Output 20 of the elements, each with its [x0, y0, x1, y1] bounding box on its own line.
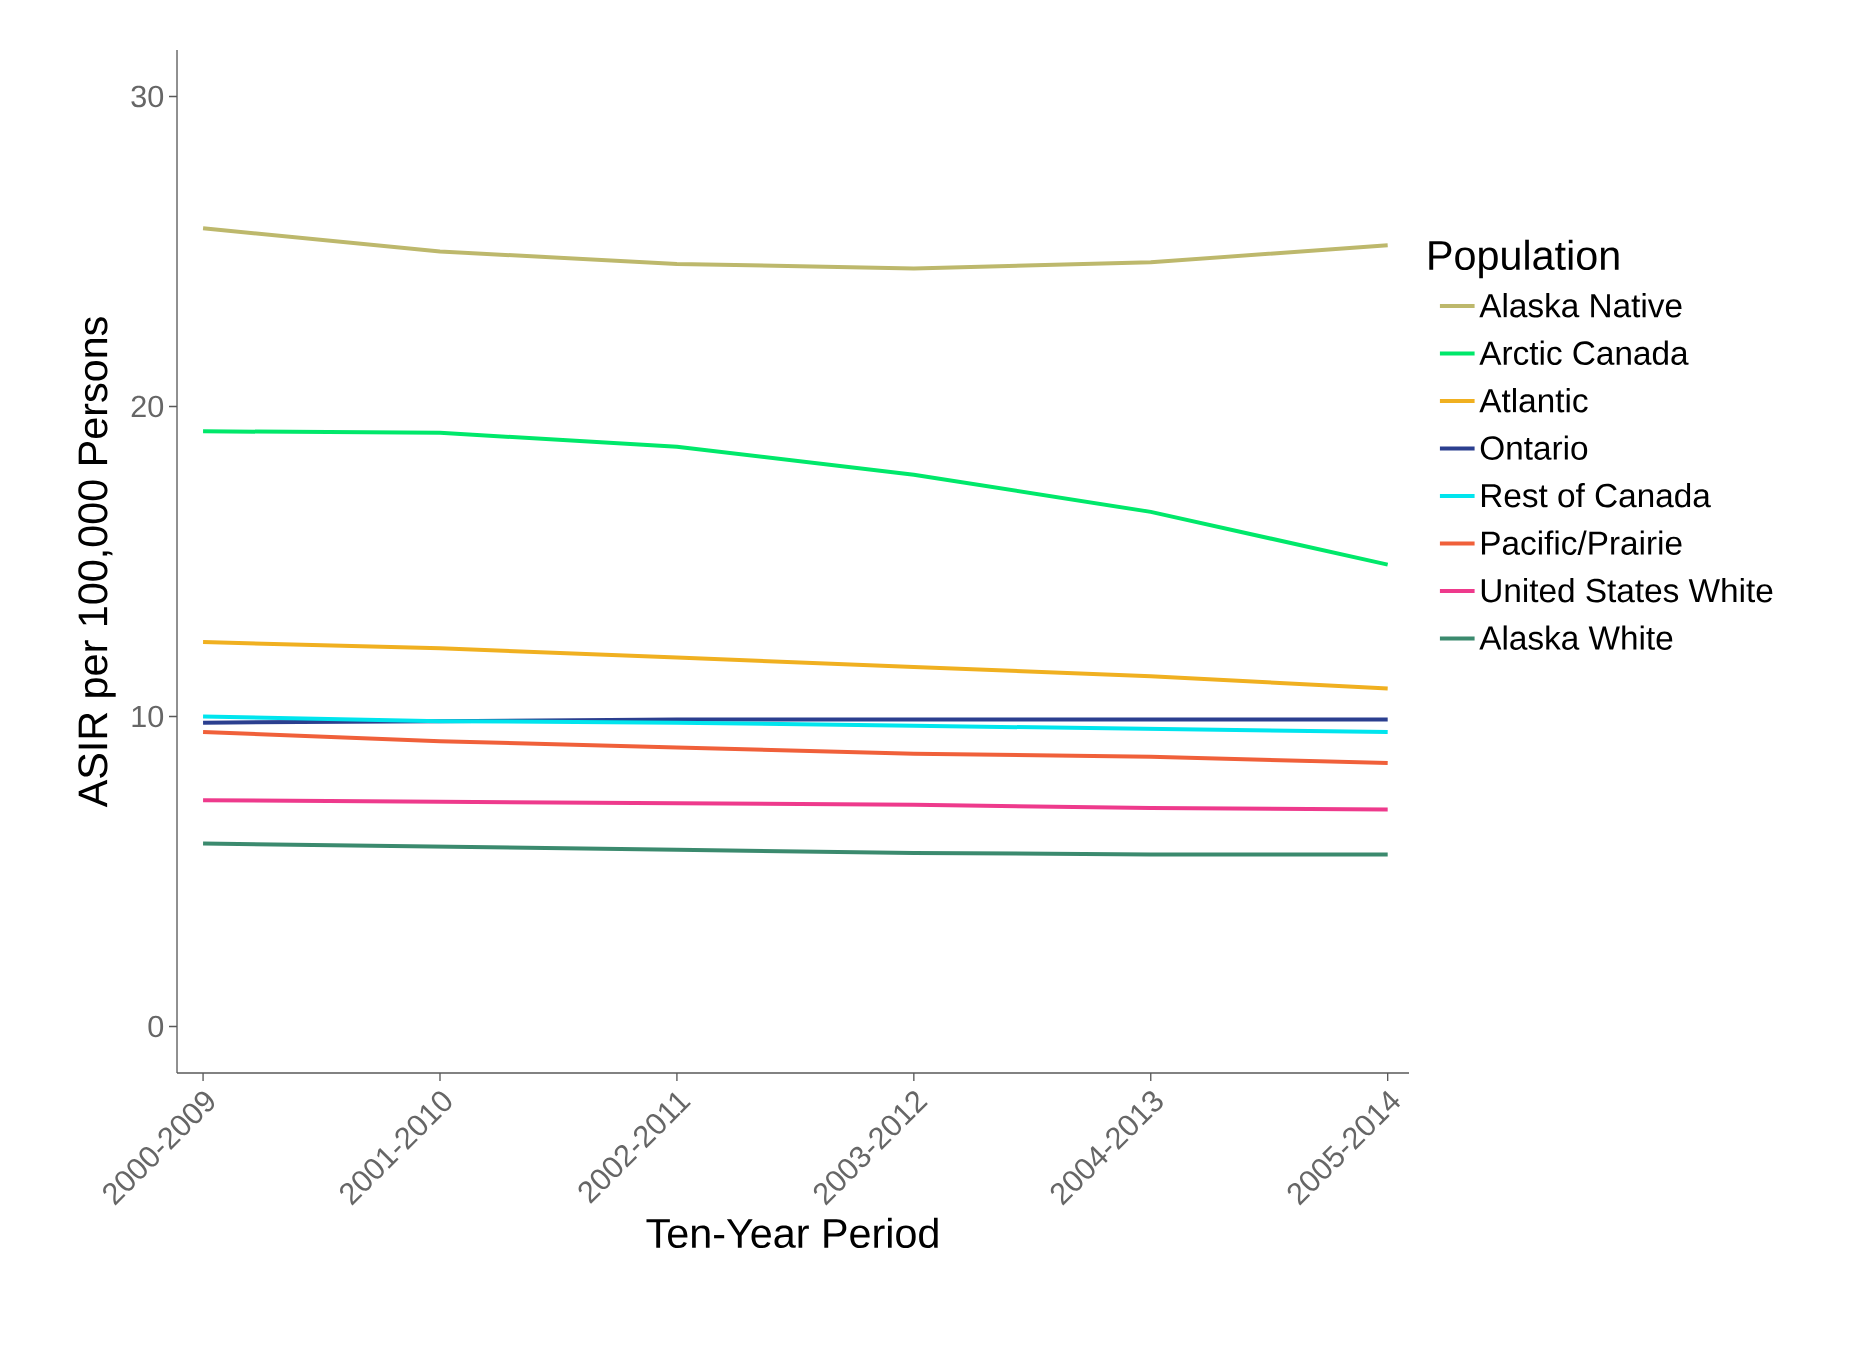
legend-title: Population	[1429, 239, 1619, 279]
y-tick-label: 0	[148, 1015, 164, 1038]
y-tick-label: 20	[131, 395, 164, 418]
legend-label: Alaska White	[1479, 625, 1673, 650]
line-series	[201, 429, 1390, 567]
legend-label: United States White	[1481, 577, 1773, 603]
x-axis-title: Ten-Year Period	[646, 1217, 938, 1249]
legend-label: Arctic Canada	[1479, 340, 1689, 365]
legend-label: Atlantic	[1479, 387, 1588, 413]
line-series	[201, 729, 1390, 765]
legend-label: Rest of Canada	[1481, 482, 1711, 508]
legend-label: Alaska Native	[1479, 293, 1682, 318]
line-series	[201, 640, 1390, 691]
y-axis-title: ASIR per 100,000 Persons	[78, 317, 116, 808]
y-tick-label: 10	[132, 705, 164, 728]
legend-label: Ontario	[1480, 435, 1588, 460]
legend-label: Pacific/Prairie	[1481, 530, 1682, 555]
y-tick-label: 30	[131, 85, 164, 108]
line-series	[201, 226, 1390, 271]
line-series	[201, 798, 1390, 812]
